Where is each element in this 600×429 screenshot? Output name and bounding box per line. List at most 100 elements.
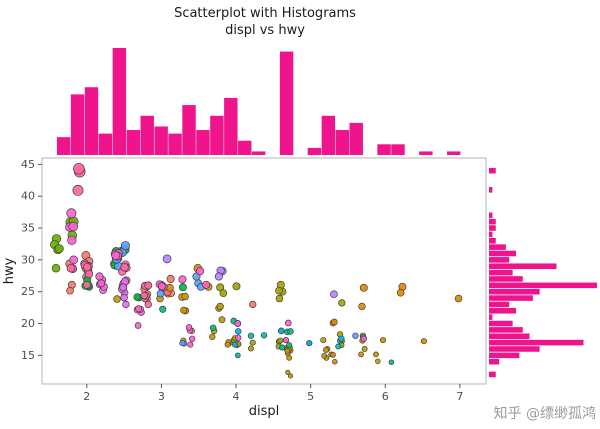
y-hist-bar (489, 257, 510, 263)
scatter-point (219, 289, 228, 298)
scatter-point (396, 288, 405, 297)
x-hist-bar (112, 48, 127, 155)
x-tick-label: 4 (233, 390, 240, 403)
x-hist-bar (321, 115, 336, 155)
scatter-point (284, 319, 292, 327)
y-hist-bar (489, 352, 520, 359)
y-hist-bar (489, 269, 513, 276)
scatter-point (330, 352, 336, 358)
scatter-point (159, 305, 167, 313)
scatter-point (420, 338, 427, 345)
y-hist-bar (489, 231, 493, 238)
scatter-point (331, 318, 338, 326)
scatter-point (82, 262, 92, 272)
scatter-point (72, 184, 84, 196)
scatter-point (162, 254, 172, 264)
scatter-point (286, 342, 293, 349)
y-hist-bar (489, 314, 493, 320)
scatter-point (51, 263, 61, 273)
scatter-point (275, 294, 284, 303)
scatter-point (454, 294, 463, 303)
x-tick-label: 5 (307, 390, 314, 403)
scatter-point (247, 345, 254, 352)
scatter-point (120, 293, 128, 302)
scatter-point (287, 328, 294, 335)
y-tick-label: 15 (21, 349, 35, 362)
scatter-point (358, 302, 366, 311)
scatter-point (119, 283, 128, 292)
scatter-point (69, 255, 78, 265)
scatter-point (330, 290, 338, 299)
scatter-point (216, 302, 224, 311)
y-hist-bar (489, 333, 530, 340)
scatter-point (66, 263, 76, 273)
scatter-point (113, 295, 121, 303)
x-hist-bar (168, 133, 182, 155)
scatter-point (120, 241, 130, 251)
scatter-point (66, 286, 74, 295)
x-hist-bar (307, 147, 322, 155)
scatter-point (247, 332, 255, 339)
y-hist-bar (489, 371, 496, 378)
x-hist-bar (238, 140, 252, 155)
y-hist-bar (489, 346, 540, 352)
x-hist-bar (140, 115, 154, 155)
scatter-point (218, 316, 226, 324)
scatter-point (133, 293, 141, 301)
y-tick-label: 45 (21, 158, 35, 171)
scatter-point (178, 275, 187, 284)
y-tick-label: 40 (21, 190, 35, 203)
watermark: 知乎 @缥缈孤鸿 (493, 406, 596, 422)
y-hist-bar (489, 327, 523, 333)
x-hist-bar (335, 130, 349, 155)
x-axis-title: displ (249, 404, 280, 419)
scatter-point (338, 335, 345, 342)
scatter-point (277, 337, 284, 344)
scatter-point (68, 221, 79, 232)
x-hist-bar (126, 130, 141, 155)
scatter-point (66, 208, 77, 219)
scatter-point (332, 358, 338, 365)
scatter-point (181, 292, 189, 301)
scatter-point (282, 337, 290, 344)
y-hist-bar (489, 212, 493, 219)
scatter-point (187, 341, 194, 348)
scatter-point (166, 274, 175, 284)
x-tick-label: 3 (158, 390, 165, 403)
y-tick-label: 35 (21, 222, 35, 235)
x-hist-bar (349, 122, 363, 155)
scatter-point (235, 328, 242, 335)
y-hist-bar (489, 250, 516, 257)
scatter-point (188, 335, 196, 342)
y-hist-bar (489, 187, 493, 193)
scatter-point (388, 359, 395, 365)
y-tick-label: 20 (21, 317, 35, 330)
x-hist-bar (98, 133, 113, 155)
scatter-point (144, 300, 152, 309)
scatter-point (335, 343, 342, 350)
scatter-point (134, 322, 142, 329)
y-hist-bar (489, 244, 506, 250)
y-hist-bar (489, 237, 496, 244)
scatter-point (235, 334, 242, 341)
y-hist-bar (489, 225, 496, 231)
scatter-point (232, 282, 241, 291)
y-hist-bar (489, 358, 500, 365)
scatter-point (67, 235, 77, 245)
y-hist-bar (489, 218, 496, 225)
x-hist-bar (447, 151, 461, 155)
x-hist-bar (56, 137, 71, 155)
x-hist-bar (224, 97, 238, 155)
x-tick-label: 6 (382, 390, 389, 403)
scatter-point (323, 347, 329, 353)
scatter-point (73, 162, 85, 175)
scatter-point (95, 272, 104, 281)
x-hist-bar (182, 105, 196, 155)
scatter-point (232, 341, 239, 348)
scatter-point (249, 300, 257, 309)
scatter-point (54, 244, 64, 254)
scatter-point (216, 283, 225, 292)
scatter-point (135, 305, 143, 313)
y-hist-bar (489, 167, 496, 174)
scatter-point (157, 282, 166, 291)
